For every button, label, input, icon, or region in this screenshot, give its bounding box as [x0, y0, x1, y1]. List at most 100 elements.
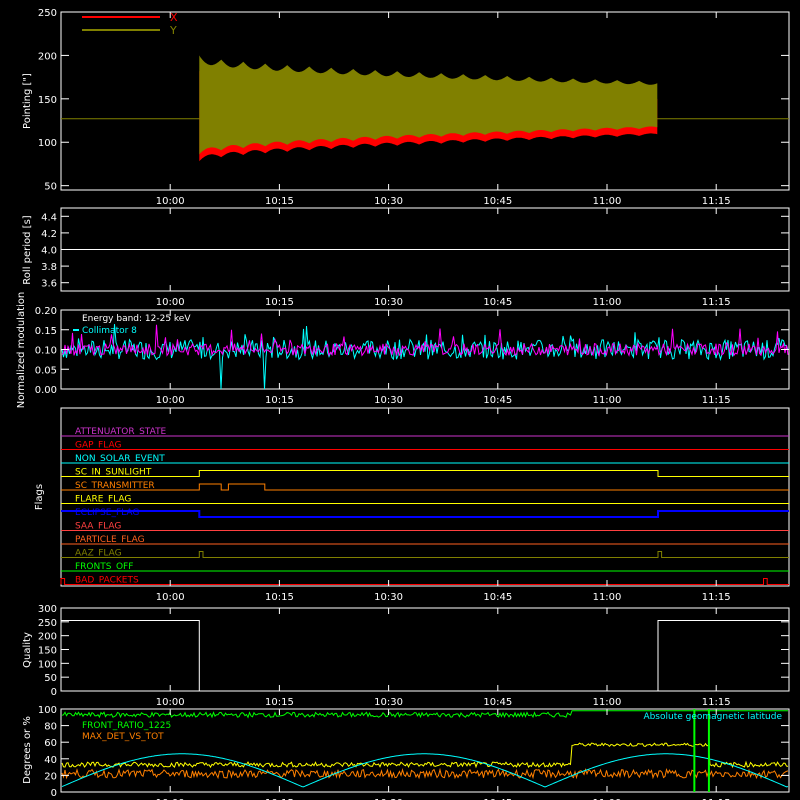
x-tick-label: 10:30	[374, 297, 403, 308]
x-tick-label: 10:00	[156, 592, 185, 603]
x-tick-label: 11:15	[702, 697, 731, 708]
modulation-y-ticks: 0.20 0.15 0.10 0.05 0.00	[35, 306, 789, 396]
y-tick-label: 150	[38, 95, 57, 106]
x-tick-label: 11:15	[702, 297, 731, 308]
x-tick-label: 10:00	[156, 196, 185, 207]
misc-series-geomag	[61, 753, 789, 788]
flag-line	[61, 551, 789, 558]
y-tick-label: 50	[44, 182, 57, 193]
quality-ylabel: Quality	[22, 632, 33, 668]
y-tick-label: 0	[51, 788, 57, 799]
x-tick-label: 10:45	[483, 297, 512, 308]
x-tick-label: 10:00	[156, 395, 185, 406]
modulation-series-collimator	[61, 324, 789, 390]
y-tick-label: 4.2	[41, 229, 57, 240]
misc-ylabel: Degrees or %	[22, 716, 33, 784]
flag-label: FLARE_FLAG	[75, 495, 131, 505]
y-tick-label: 0	[51, 687, 57, 698]
y-tick-label: 3.8	[41, 262, 57, 273]
x-tick-label: 10:45	[483, 196, 512, 207]
modulation-ylabel: Normalized modulation	[16, 292, 27, 409]
flag-label: PARTICLE_FLAG	[75, 535, 145, 545]
flag-label: ATTENUATOR_STATE	[75, 427, 167, 437]
misc-data-layer	[61, 709, 789, 792]
flag-line	[60, 578, 789, 585]
modulation-series-magenta	[61, 324, 789, 357]
x-tick-label: 11:15	[702, 798, 731, 800]
y-tick-label: 0.20	[35, 306, 57, 317]
flags-ylabel: Flags	[34, 484, 45, 510]
y-tick-label: 250	[38, 618, 57, 629]
x-tick-label: 10:30	[374, 196, 403, 207]
x-tick-label: 10:00	[156, 697, 185, 708]
misc-y-ticks: 100 80 60 40 20 0	[38, 705, 789, 799]
panel-modulation: 0.20 0.15 0.10 0.05 0.00 10:00 10:15 10:30 10:4…	[16, 292, 790, 409]
y-tick-label: 100	[38, 138, 57, 149]
x-tick-label: 10:30	[374, 697, 403, 708]
misc-series-front-ratio	[61, 710, 788, 719]
flag-label: SC_TRANSMITTER	[75, 481, 155, 491]
flag-label: SC_IN_SUNLIGHT	[75, 468, 152, 478]
x-tick-label: 10:45	[483, 395, 512, 406]
flag-label: BAD_PACKETS	[75, 576, 139, 586]
pointing-data-layer	[61, 55, 789, 162]
misc-legend-front-ratio: FRONT_RATIO_1225	[82, 721, 171, 731]
misc-legend-max-det: MAX_DET_VS_TOT	[82, 732, 164, 742]
quality-data-layer	[61, 620, 789, 692]
y-tick-label: 200	[38, 51, 57, 62]
x-tick-label: 10:15	[265, 395, 294, 406]
modulation-x-ticks: 10:00 10:15 10:30 10:45 11:00 11:15	[156, 310, 731, 406]
y-tick-label: 250	[38, 8, 57, 19]
y-tick-label: 0.05	[35, 365, 57, 376]
flags-data-layer: ATTENUATOR_STATE GAP_FLAG NON_SOLAR_EVENT S…	[60, 427, 789, 586]
flags-x-ticks: 10:00 10:15 10:30 10:45 11:00 11:15	[156, 408, 731, 603]
x-tick-label: 11:00	[593, 196, 622, 207]
pointing-ylabel: Pointing ["]	[22, 73, 33, 129]
pointing-series-y	[199, 55, 658, 155]
roll-ylabel: Roll period [s]	[22, 215, 33, 284]
legend-collimator-label: Collimator 8	[82, 326, 137, 336]
x-tick-label: 10:30	[374, 798, 403, 800]
flag-label: NON_SOLAR_EVENT	[75, 454, 165, 464]
y-tick-label: 200	[38, 632, 57, 643]
x-tick-label: 10:15	[265, 798, 294, 800]
y-tick-label: 3.6	[41, 279, 57, 290]
flag-line	[61, 510, 789, 518]
pointing-y-ticks: 250 200 150 100 50	[38, 8, 789, 193]
y-tick-label: 50	[44, 673, 57, 684]
y-tick-label: 0.00	[35, 385, 57, 396]
y-tick-label: 60	[44, 738, 57, 749]
misc-x-ticks: 10:00 10:15 10:30 10:45 11:00 11:15	[156, 709, 731, 800]
misc-series-yellow	[61, 742, 789, 769]
x-tick-label: 11:00	[593, 798, 622, 800]
roll-y-ticks: 4.4 4.2 4.0 3.8 3.6	[41, 212, 789, 290]
panel-flags: ATTENUATOR_STATE GAP_FLAG NON_SOLAR_EVENT S…	[34, 407, 790, 603]
pointing-x-ticks: 10:00 10:15 10:30 10:45 11:00 11:15	[156, 12, 731, 207]
modulation-data-layer	[61, 324, 789, 390]
flag-label: FRONTS_OFF	[75, 562, 133, 572]
panel-roll: 4.4 4.2 4.0 3.8 3.6 10:00 10:15 10:30 10:45 11:0…	[22, 207, 790, 308]
x-tick-label: 11:15	[702, 196, 731, 207]
x-tick-label: 10:30	[374, 592, 403, 603]
flag-label: GAP_FLAG	[75, 441, 121, 451]
x-tick-label: 11:00	[593, 592, 622, 603]
flag-label: SAA_FLAG	[75, 522, 121, 532]
legend-x-label: X	[170, 11, 178, 24]
y-tick-label: 0.15	[35, 326, 57, 337]
x-tick-label: 10:15	[265, 297, 294, 308]
x-tick-label: 10:00	[156, 798, 185, 800]
panel-misc: 100 80 60 40 20 0 10:00 10:15 10:30 10:45 11:00 11…	[22, 705, 790, 800]
modulation-annotation: Energy band: 12-25 keV	[82, 314, 191, 324]
y-tick-label: 20	[44, 771, 57, 782]
x-tick-label: 11:00	[593, 297, 622, 308]
misc-legend-geomag: Absolute geomagnetic latitude	[643, 712, 782, 722]
x-tick-label: 10:30	[374, 395, 403, 406]
y-tick-label: 4.4	[41, 212, 57, 223]
panel-pointing: 250 200 150 100 50 10:00 10:15 10:30 10:45 11:00…	[22, 8, 790, 207]
x-tick-label: 11:00	[593, 395, 622, 406]
y-tick-label: 4.0	[41, 246, 57, 257]
x-tick-label: 10:15	[265, 592, 294, 603]
x-tick-label: 10:15	[265, 697, 294, 708]
